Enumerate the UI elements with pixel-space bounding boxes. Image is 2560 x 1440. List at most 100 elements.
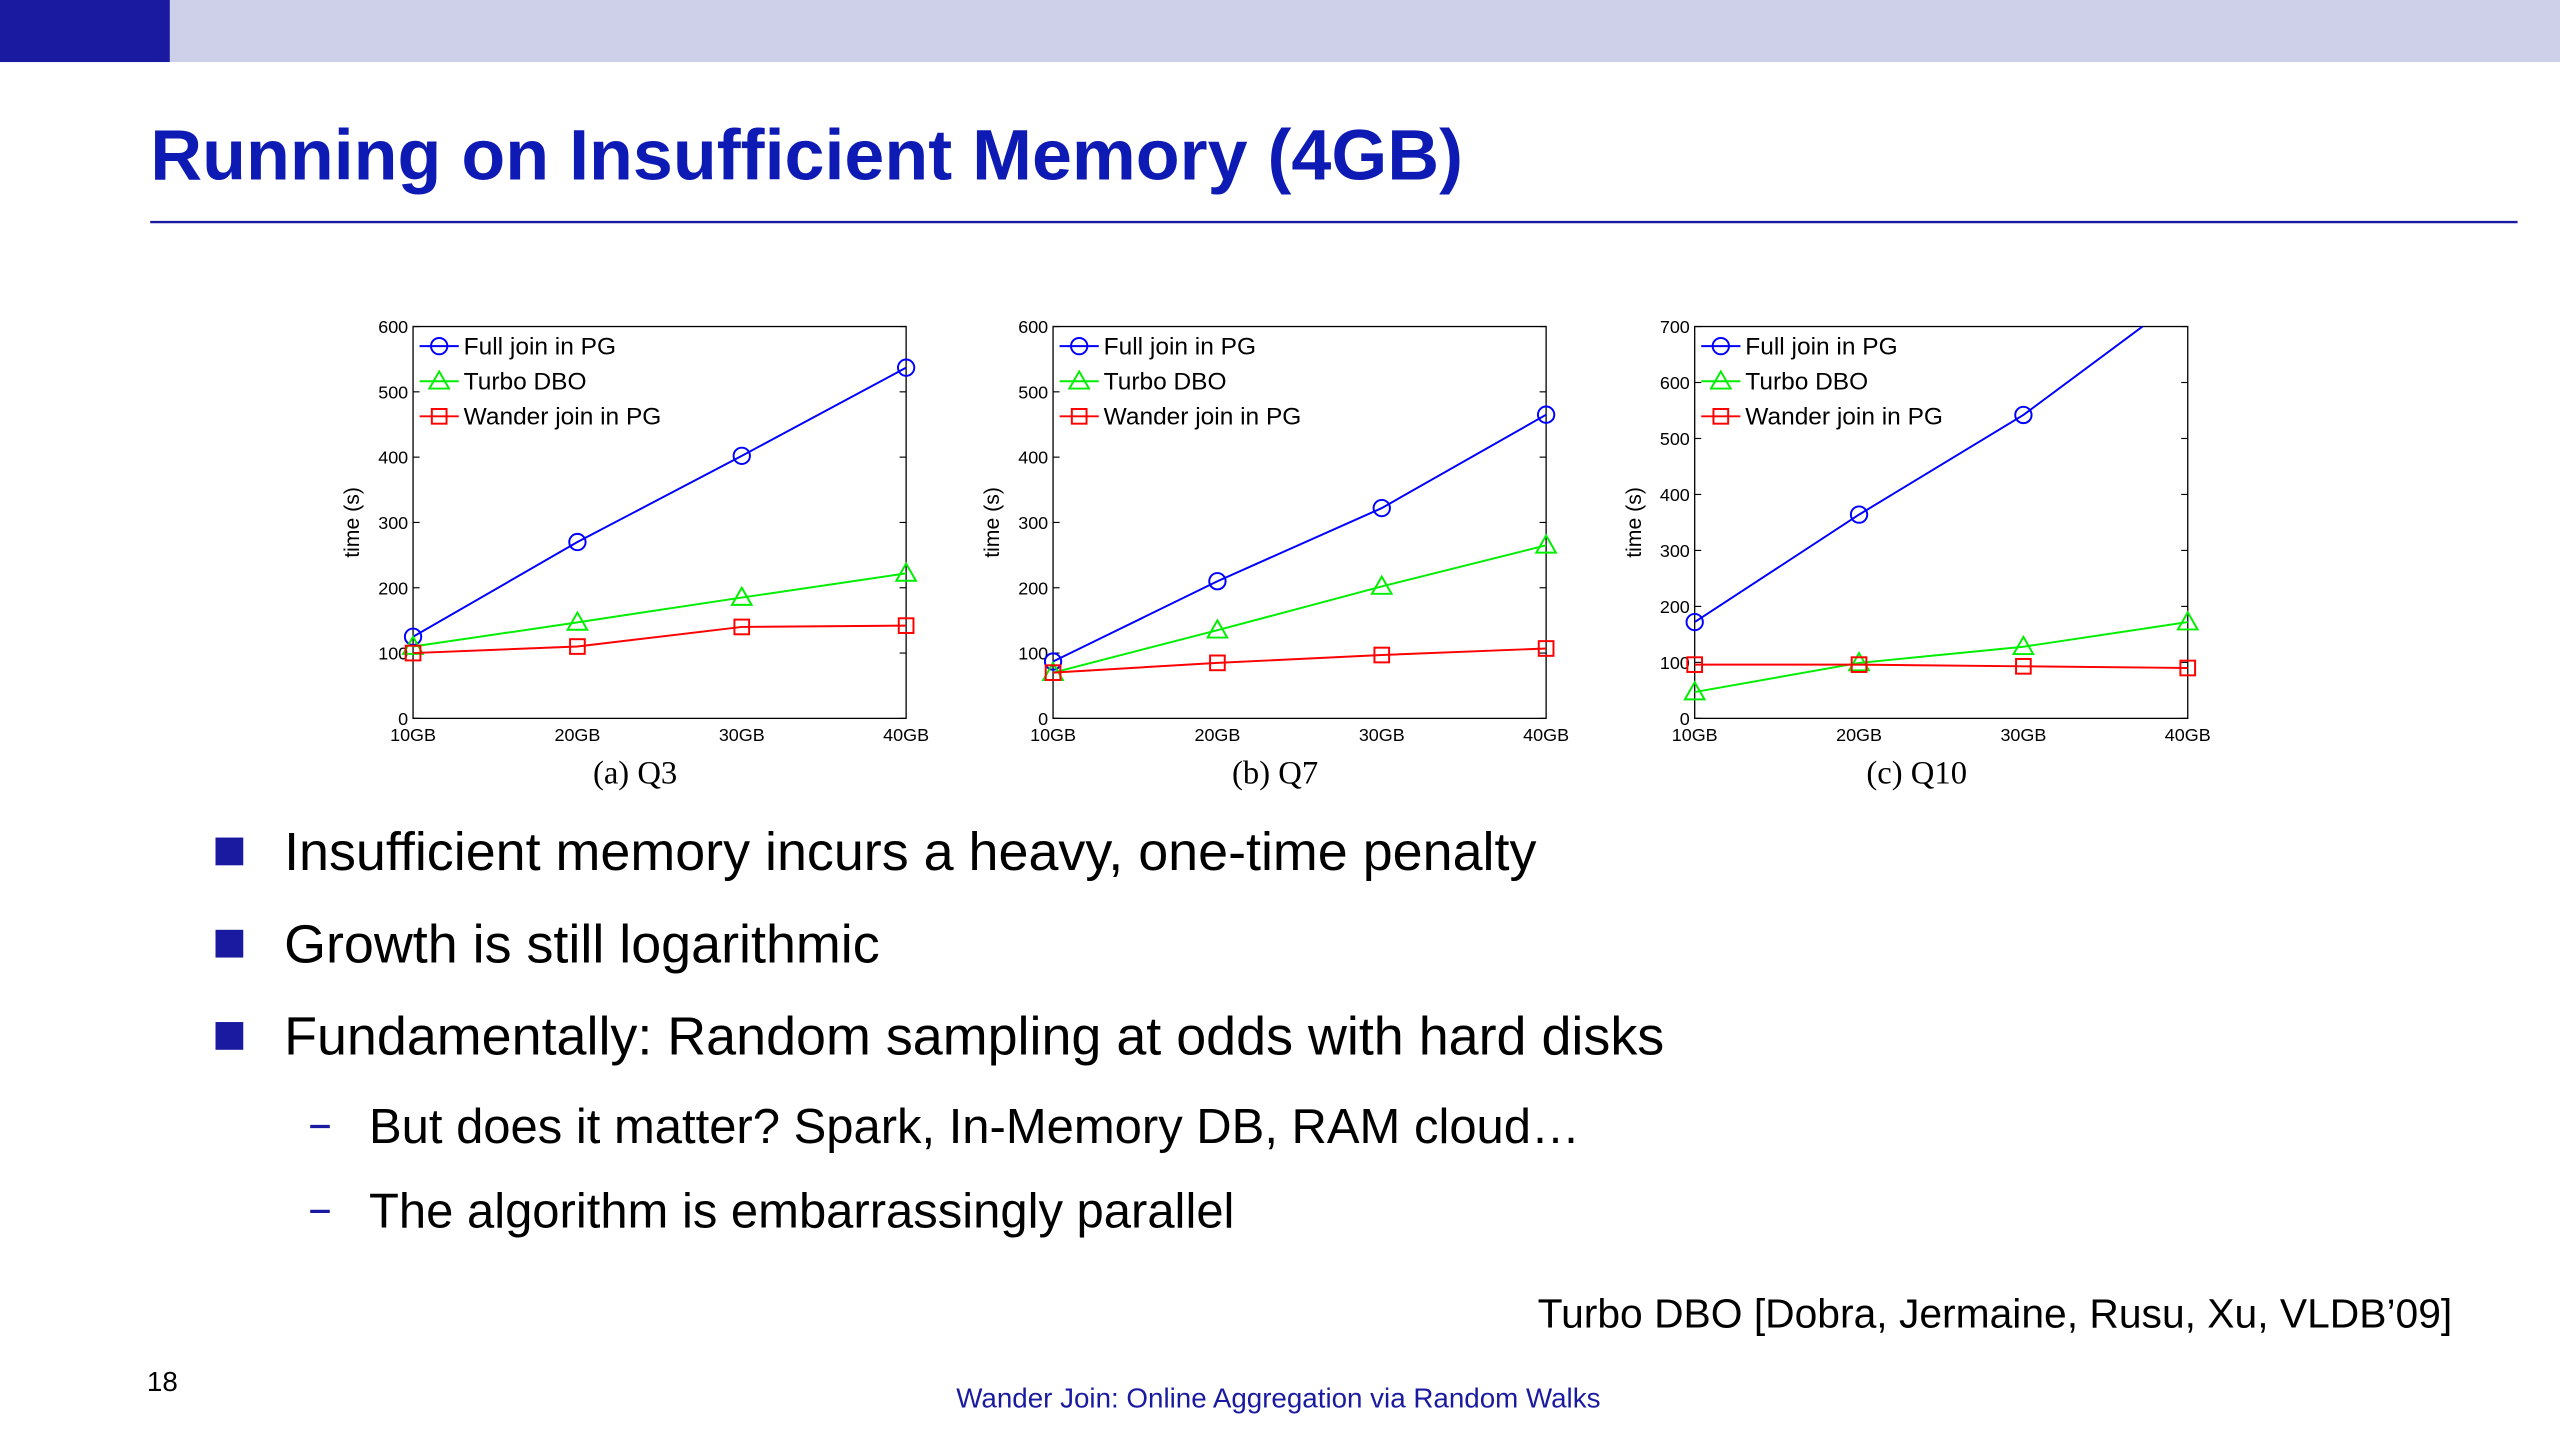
y-axis-label: time (s) bbox=[981, 487, 1004, 558]
point bbox=[1208, 572, 1227, 591]
point bbox=[1043, 652, 1063, 671]
y-tick-label: 200 bbox=[1018, 578, 1048, 598]
point bbox=[568, 532, 587, 552]
point bbox=[2011, 634, 2035, 656]
series-line bbox=[1694, 663, 2188, 669]
point bbox=[1067, 369, 1091, 390]
y-tick-label: 0 bbox=[1680, 709, 1690, 729]
series-line bbox=[413, 624, 907, 655]
x-tick-label: 30GB bbox=[1359, 725, 1405, 745]
x-tick-label: 10GB bbox=[390, 725, 436, 745]
point bbox=[430, 336, 449, 356]
chart-caption: (c) Q10 bbox=[1866, 756, 1967, 792]
sub-bullet-text: But does it matter? Spark, In-Memory DB,… bbox=[369, 1100, 1580, 1154]
point bbox=[2176, 610, 2200, 631]
point bbox=[1044, 664, 1062, 681]
legend-label: Turbo DBO bbox=[1104, 368, 1227, 395]
x-tick-label: 10GB bbox=[1030, 725, 1076, 745]
series-line bbox=[1053, 647, 1547, 674]
y-axis-label: time (s) bbox=[341, 487, 364, 558]
y-tick-label: 600 bbox=[378, 317, 408, 337]
point bbox=[1712, 408, 1730, 425]
point bbox=[1373, 646, 1391, 664]
y-tick-label: 400 bbox=[1660, 485, 1690, 505]
point bbox=[730, 585, 754, 606]
point bbox=[1711, 336, 1730, 356]
x-tick-label: 40GB bbox=[883, 725, 929, 745]
bullet-text: Insufficient memory incurs a heavy, one-… bbox=[284, 822, 1536, 882]
point bbox=[894, 561, 918, 582]
point bbox=[896, 358, 916, 377]
bullet-text: Fundamentally: Random sampling at odds w… bbox=[284, 1007, 1664, 1067]
plot-area bbox=[1041, 405, 1558, 681]
series-line bbox=[412, 366, 907, 638]
y-tick-label: 500 bbox=[378, 382, 408, 402]
legend-label: Wander join in PG bbox=[1104, 403, 1302, 430]
point bbox=[1536, 405, 1556, 424]
point bbox=[1372, 498, 1391, 518]
point bbox=[2179, 659, 2197, 677]
plot-area bbox=[1683, 285, 2200, 701]
sub-bullet-text: The algorithm is embarrassingly parallel bbox=[369, 1185, 1234, 1239]
footer: Wander Join: Online Aggregation via Rand… bbox=[956, 1382, 1600, 1413]
y-tick-label: 100 bbox=[1660, 653, 1690, 673]
legend-label: Full join in PG bbox=[464, 333, 616, 360]
legend-label: Turbo DBO bbox=[1745, 368, 1868, 395]
point bbox=[427, 369, 451, 390]
y-tick-label: 400 bbox=[378, 448, 408, 468]
header-block bbox=[0, 0, 170, 63]
bullet-marker bbox=[215, 837, 244, 866]
page-number: 18 bbox=[147, 1366, 178, 1397]
y-tick-label: 0 bbox=[398, 709, 408, 729]
point bbox=[732, 446, 751, 465]
x-tick-label: 30GB bbox=[719, 725, 765, 745]
bullet-text: Growth is still logarithmic bbox=[284, 914, 880, 974]
point bbox=[1070, 408, 1088, 425]
x-tick-label: 20GB bbox=[1194, 725, 1240, 745]
legend-label: Turbo DBO bbox=[464, 368, 587, 395]
x-tick-label: 40GB bbox=[2165, 725, 2211, 745]
x-tick-label: 10GB bbox=[1672, 725, 1718, 745]
point bbox=[2014, 405, 2033, 425]
point bbox=[2015, 657, 2032, 675]
plot-frame bbox=[1052, 325, 1547, 720]
y-tick-label: 400 bbox=[1018, 448, 1048, 468]
y-tick-label: 600 bbox=[1660, 373, 1690, 393]
chart-caption: (a) Q3 bbox=[593, 756, 677, 792]
citation: Turbo DBO [Dobra, Jermaine, Rusu, Xu, VL… bbox=[1538, 1290, 2453, 1336]
legend-label: Wander join in PG bbox=[1745, 403, 1943, 430]
point bbox=[1847, 651, 1871, 672]
y-tick-label: 100 bbox=[1018, 644, 1048, 664]
point bbox=[1709, 369, 1733, 390]
plot-area bbox=[401, 358, 918, 662]
x-tick-label: 20GB bbox=[1836, 725, 1882, 745]
slide-title: Running on Insufficient Memory (4GB) bbox=[150, 116, 1463, 196]
point bbox=[1685, 612, 1704, 632]
x-tick-label: 30GB bbox=[2000, 725, 2046, 745]
series-line bbox=[1694, 621, 2188, 694]
point bbox=[1686, 656, 1704, 673]
point bbox=[897, 617, 915, 634]
series-line bbox=[412, 572, 907, 648]
legend-label: Wander join in PG bbox=[464, 403, 662, 430]
plot-frame bbox=[412, 325, 907, 720]
y-tick-label: 200 bbox=[1660, 597, 1690, 617]
point bbox=[404, 644, 422, 662]
legend-label: Full join in PG bbox=[1745, 333, 1897, 360]
point bbox=[1209, 654, 1226, 672]
y-tick-label: 300 bbox=[1660, 541, 1690, 561]
y-tick-label: 600 bbox=[1018, 317, 1048, 337]
point bbox=[2180, 285, 2196, 301]
y-tick-label: 300 bbox=[1018, 513, 1048, 533]
y-tick-label: 500 bbox=[1018, 382, 1048, 402]
y-tick-label: 500 bbox=[1660, 429, 1690, 449]
point bbox=[1683, 680, 1707, 701]
y-tick-label: 200 bbox=[378, 578, 408, 598]
series-line bbox=[1052, 544, 1547, 674]
point bbox=[733, 618, 751, 636]
x-tick-label: 40GB bbox=[1523, 725, 1569, 745]
y-axis-label: time (s) bbox=[1623, 487, 1646, 558]
point bbox=[1537, 640, 1555, 657]
point bbox=[565, 610, 589, 631]
